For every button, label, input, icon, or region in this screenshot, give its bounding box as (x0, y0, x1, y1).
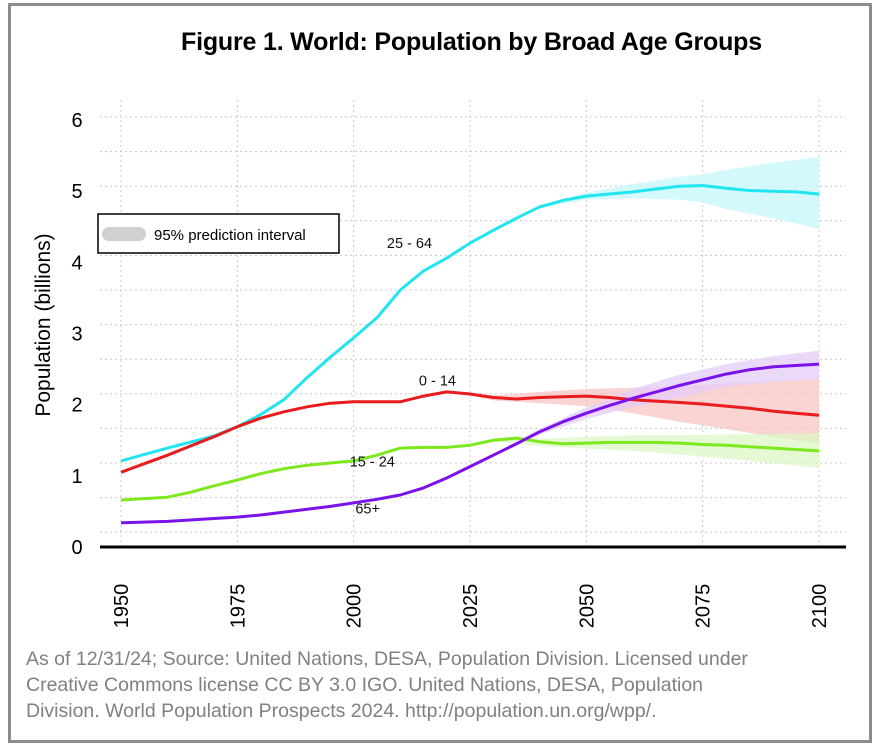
series-line (120, 390, 820, 474)
x-tick-label: 2100 (809, 584, 831, 629)
x-tick-label: 1975 (227, 584, 249, 629)
prediction-band (460, 379, 819, 444)
y-tick-label: 2 (71, 395, 82, 417)
y-tick-label: 3 (71, 324, 82, 346)
x-tick-label: 2025 (460, 584, 482, 629)
caption-line: As of 12/31/24; Source: United Nations, … (26, 648, 748, 670)
y-tick-label: 5 (71, 181, 82, 203)
y-axis-label: Population (billions) (32, 233, 55, 416)
prediction-band (460, 350, 819, 471)
legend-swatch (102, 227, 146, 241)
x-tick-label: 1950 (111, 584, 133, 629)
legend: 95% prediction interval (97, 213, 340, 254)
series-line (120, 184, 820, 463)
x-tick-label: 2075 (693, 584, 715, 629)
x-tick-label: 2000 (344, 584, 366, 629)
x-tick-label: 2050 (576, 584, 598, 629)
series-label: 15 - 24 (350, 455, 395, 471)
y-tick-labels: 0 1 2 3 4 5 6 (71, 110, 82, 559)
chart-title: Figure 1. World: Population by Broad Age… (181, 28, 762, 56)
grid (100, 100, 846, 547)
source-caption: As of 12/31/24; Source: United Nations, … (26, 646, 876, 724)
series-label: 0 - 14 (419, 373, 456, 389)
x-tick-labels: 1950 1975 2000 2025 2050 2075 2100 (111, 584, 831, 629)
legend-label: 95% prediction interval (154, 227, 306, 244)
y-tick-label: 6 (71, 110, 82, 132)
caption-line: Division. World Population Prospects 202… (26, 700, 657, 722)
y-tick-label: 4 (71, 252, 82, 274)
series-line (120, 436, 820, 502)
series-labels: 25 - 64 0 - 14 15 - 24 65+ (350, 236, 456, 517)
series-lines (120, 184, 820, 525)
series-line (120, 362, 820, 525)
caption-line: Creative Commons license CC BY 3.0 IGO. … (26, 674, 704, 696)
prediction-bands (460, 157, 819, 471)
prediction-band (460, 157, 819, 246)
series-label: 25 - 64 (387, 236, 432, 252)
y-tick-label: 1 (71, 466, 82, 488)
y-tick-label: 0 (71, 537, 82, 559)
series-label: 65+ (355, 502, 380, 518)
